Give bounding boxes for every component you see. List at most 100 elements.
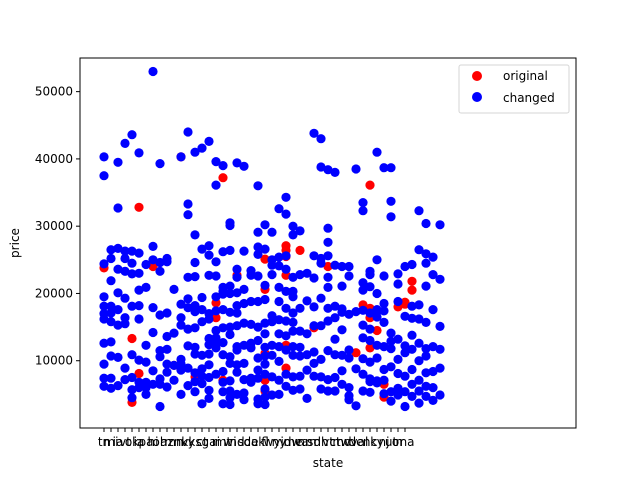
- data-point-changed: [120, 246, 130, 256]
- y-axis-title: price: [8, 228, 22, 258]
- x-tick-label: ky: [370, 435, 384, 449]
- data-point-changed: [260, 294, 270, 305]
- data-point-original: [351, 348, 361, 358]
- x-tick-label: ks: [188, 435, 201, 449]
- data-point-changed: [309, 273, 319, 283]
- data-point-changed: [162, 359, 172, 369]
- data-point-changed: [113, 157, 123, 167]
- x-tick-label: de: [244, 435, 259, 449]
- data-point-changed: [274, 204, 284, 214]
- data-point-changed: [421, 351, 431, 361]
- data-point-changed: [253, 322, 263, 332]
- data-point-changed: [407, 364, 417, 375]
- data-point-changed: [379, 306, 389, 316]
- data-point-changed: [169, 360, 179, 370]
- data-point-changed: [99, 314, 109, 324]
- data-point-changed: [421, 381, 431, 391]
- data-point-changed: [239, 298, 249, 309]
- data-point-changed: [232, 158, 242, 168]
- data-point-changed: [414, 375, 424, 385]
- data-point-changed: [309, 128, 319, 138]
- data-point-changed: [239, 358, 249, 368]
- data-point-changed: [316, 134, 326, 144]
- data-point-original: [407, 276, 417, 286]
- data-point-changed: [421, 317, 431, 327]
- data-point-changed: [365, 387, 375, 397]
- data-point-changed: [211, 306, 221, 316]
- data-point-changed: [169, 375, 179, 385]
- data-point-changed: [134, 314, 144, 324]
- data-point-changed: [372, 312, 382, 322]
- data-point-changed: [386, 336, 396, 346]
- data-point-changed: [372, 340, 382, 350]
- data-point-changed: [274, 282, 284, 292]
- data-point-original: [295, 245, 305, 255]
- data-point-changed: [218, 387, 228, 397]
- data-point-changed: [435, 390, 445, 400]
- data-point-changed: [393, 269, 403, 279]
- data-point-changed: [232, 264, 242, 274]
- data-point-changed: [295, 351, 305, 361]
- data-point-changed: [337, 325, 347, 335]
- data-point-changed: [435, 321, 445, 331]
- data-point-changed: [435, 220, 445, 230]
- data-point-changed: [211, 292, 221, 302]
- data-point-changed: [127, 385, 137, 395]
- data-point-changed: [372, 255, 382, 265]
- data-point-changed: [232, 288, 242, 298]
- x-tick-label: md: [332, 435, 351, 449]
- data-point-changed: [218, 399, 228, 409]
- data-point-changed: [435, 344, 445, 354]
- x-tick-label: ct: [196, 435, 208, 449]
- data-point-changed: [267, 390, 277, 400]
- data-point-changed: [204, 314, 214, 324]
- data-point-changed: [204, 349, 214, 359]
- data-point-original: [260, 254, 270, 264]
- data-point-changed: [162, 367, 172, 377]
- data-point-changed: [330, 301, 340, 311]
- data-point-changed: [141, 282, 151, 292]
- data-point-changed: [260, 318, 270, 328]
- data-point-changed: [225, 376, 235, 386]
- x-tick-label: ut: [385, 435, 398, 449]
- data-point-changed: [127, 269, 137, 279]
- data-point-changed: [344, 261, 354, 272]
- data-point-changed: [309, 371, 319, 381]
- data-point-changed: [330, 260, 340, 270]
- data-point-changed: [148, 327, 158, 338]
- data-point-changed: [344, 395, 354, 405]
- data-point-changed: [316, 258, 326, 268]
- data-point-changed: [162, 331, 172, 342]
- data-point-changed: [379, 163, 389, 173]
- data-point-changed: [239, 318, 249, 328]
- data-point-changed: [246, 270, 256, 280]
- data-point-changed: [358, 386, 368, 396]
- data-point-changed: [379, 298, 389, 309]
- data-point-changed: [148, 255, 158, 265]
- data-point-changed: [239, 395, 249, 405]
- data-point-changed: [204, 393, 214, 403]
- data-point-changed: [120, 138, 130, 148]
- data-point-changed: [281, 316, 291, 326]
- data-point-changed: [414, 300, 424, 310]
- data-point-changed: [99, 359, 109, 369]
- data-point-changed: [267, 227, 277, 237]
- data-point-changed: [197, 244, 207, 254]
- data-point-changed: [295, 342, 305, 352]
- data-point-changed: [162, 308, 172, 318]
- data-point-changed: [267, 317, 277, 327]
- data-point-changed: [155, 352, 165, 362]
- x-tick-label: de: [349, 435, 364, 449]
- data-point-changed: [106, 373, 116, 383]
- data-point-changed: [106, 383, 116, 393]
- data-point-changed: [337, 307, 347, 317]
- data-point-changed: [428, 305, 438, 315]
- data-point-changed: [358, 369, 368, 379]
- data-point-original: [281, 241, 291, 251]
- data-point-changed: [218, 338, 228, 348]
- data-point-changed: [393, 383, 403, 393]
- data-point-changed: [106, 351, 116, 361]
- data-point-changed: [113, 320, 123, 330]
- data-point-changed: [218, 366, 228, 377]
- data-point-changed: [428, 395, 438, 405]
